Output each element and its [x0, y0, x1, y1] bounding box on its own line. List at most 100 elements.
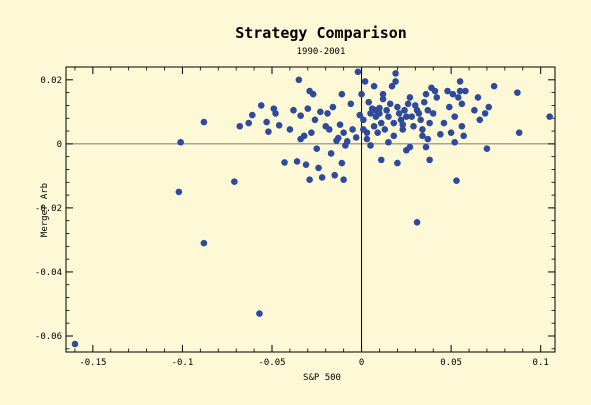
data-point: [236, 122, 244, 130]
data-point: [381, 126, 389, 133]
data-point: [304, 105, 312, 112]
data-point: [424, 106, 432, 114]
data-point: [458, 122, 466, 130]
data-point: [401, 106, 408, 114]
data-point: [420, 98, 428, 106]
data-point: [329, 103, 337, 111]
data-point: [338, 90, 346, 98]
data-point: [326, 126, 333, 133]
data-point: [256, 310, 263, 317]
data-point: [356, 111, 364, 119]
data-point: [415, 110, 423, 117]
data-point: [340, 176, 347, 184]
data-point: [515, 129, 523, 136]
data-point: [451, 138, 458, 146]
data-point: [318, 174, 326, 181]
data-point: [327, 150, 335, 157]
data-point: [331, 171, 338, 179]
data-point: [451, 113, 458, 120]
data-point: [394, 103, 401, 111]
data-point: [257, 102, 265, 109]
data-point: [349, 126, 356, 133]
data-point: [395, 110, 403, 117]
data-point: [361, 78, 369, 85]
data-point: [388, 82, 396, 90]
data-point: [444, 87, 451, 95]
data-point: [370, 82, 378, 90]
data-point: [386, 100, 394, 108]
data-point: [347, 100, 355, 108]
data-point: [265, 128, 272, 135]
data-point: [490, 82, 498, 90]
data-point: [358, 90, 365, 98]
data-point: [403, 113, 410, 120]
data-point: [295, 76, 303, 84]
data-point: [426, 119, 433, 127]
data-point: [338, 159, 346, 167]
y-tick-label: 0.02: [40, 76, 62, 86]
data-point: [390, 119, 398, 127]
x-tick-label: 0.05: [440, 358, 462, 368]
data-point: [376, 110, 383, 117]
data-point: [514, 89, 521, 96]
data-point: [392, 70, 399, 77]
data-point: [275, 121, 283, 129]
data-point: [408, 113, 416, 120]
data-point: [231, 178, 238, 185]
data-point: [462, 87, 469, 95]
data-point: [440, 119, 448, 127]
chart-title: Strategy Comparison: [235, 24, 407, 42]
data-point: [460, 132, 467, 140]
data-point: [394, 159, 401, 167]
data-point: [449, 90, 457, 98]
data-point: [334, 134, 342, 142]
data-point: [315, 164, 322, 172]
data-point: [453, 177, 460, 184]
data-point: [377, 119, 385, 127]
y-tick-label: 0: [57, 140, 62, 150]
y-axis-ticks: 0.02 0 -0.02 -0.04 -0.06: [35, 66, 555, 350]
data-point: [404, 100, 412, 108]
data-point: [446, 103, 453, 111]
x-tick-label: -0.1: [172, 358, 194, 368]
data-point: [406, 143, 414, 151]
data-point: [302, 161, 310, 168]
data-point: [419, 126, 426, 133]
data-point: [286, 126, 294, 133]
plot-border: [65, 66, 556, 353]
data-point: [385, 138, 392, 146]
data-point: [481, 110, 489, 117]
data-point: [429, 110, 437, 117]
data-point: [426, 156, 433, 164]
y-axis-label: Merger Arb: [40, 183, 50, 237]
data-point: [410, 122, 417, 130]
data-point: [309, 90, 317, 98]
data-point: [343, 137, 351, 145]
data-point: [300, 132, 308, 140]
data-point: [471, 106, 478, 114]
data-point: [476, 116, 484, 124]
data-point: [354, 68, 362, 76]
data-point: [363, 135, 371, 143]
x-tick-label: 0.1: [533, 358, 549, 368]
data-point: [390, 132, 398, 140]
data-point: [290, 106, 297, 114]
data-point: [379, 95, 387, 103]
data-point: [546, 113, 553, 120]
data-point: [417, 116, 424, 124]
data-point: [385, 113, 392, 120]
data-point: [71, 340, 79, 348]
data-point: [177, 138, 184, 146]
data-point: [293, 158, 301, 165]
data-point: [447, 129, 455, 136]
data-point: [433, 94, 441, 101]
x-axis-label: S&P 500: [303, 373, 341, 383]
data-point: [200, 118, 208, 126]
x-axis-ticks: -0.15 -0.1 -0.05 0 0.05 0.1: [74, 67, 549, 368]
data-point: [272, 110, 279, 117]
data-point: [431, 87, 439, 95]
data-point: [437, 130, 444, 138]
chart-subtitle: 1990-2001: [297, 47, 346, 57]
data-point: [370, 122, 378, 130]
